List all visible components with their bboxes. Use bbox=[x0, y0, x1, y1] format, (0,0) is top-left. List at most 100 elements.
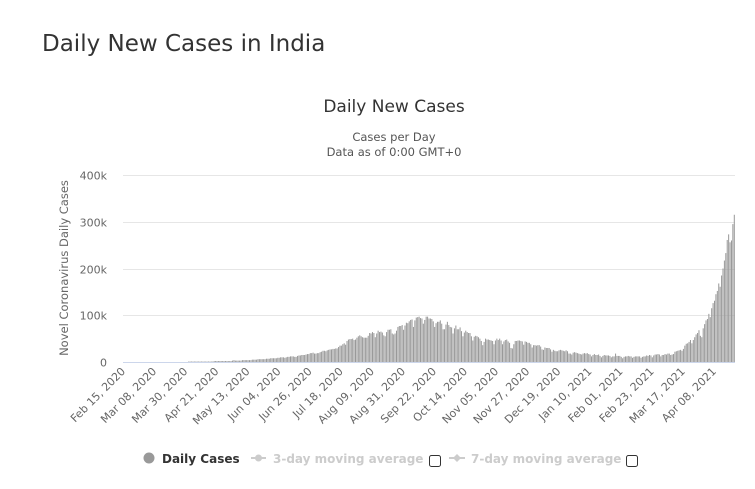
bar-daily-cases[interactable] bbox=[557, 351, 559, 362]
bar-daily-cases[interactable] bbox=[530, 344, 532, 363]
bar-daily-cases[interactable] bbox=[353, 340, 355, 362]
bar-daily-cases[interactable] bbox=[339, 345, 341, 362]
bar-daily-cases[interactable] bbox=[605, 355, 607, 362]
bar-daily-cases[interactable] bbox=[256, 359, 258, 362]
bar-daily-cases[interactable] bbox=[725, 253, 727, 362]
bar-daily-cases[interactable] bbox=[428, 318, 430, 362]
bar-daily-cases[interactable] bbox=[321, 351, 323, 362]
bar-daily-cases[interactable] bbox=[329, 349, 331, 362]
bar-daily-cases[interactable] bbox=[439, 320, 441, 362]
bar-daily-cases[interactable] bbox=[432, 321, 434, 362]
bar-daily-cases[interactable] bbox=[517, 340, 519, 363]
bar-daily-cases[interactable] bbox=[646, 355, 648, 362]
bar-daily-cases[interactable] bbox=[229, 361, 231, 362]
bar-daily-cases[interactable] bbox=[343, 343, 345, 362]
bar-daily-cases[interactable] bbox=[721, 275, 723, 362]
bar-daily-cases[interactable] bbox=[326, 350, 328, 362]
bar-daily-cases[interactable] bbox=[482, 345, 484, 362]
bar-daily-cases[interactable] bbox=[582, 353, 584, 362]
bar-daily-cases[interactable] bbox=[581, 354, 583, 362]
bar-daily-cases[interactable] bbox=[306, 354, 308, 362]
bar-daily-cases[interactable] bbox=[240, 360, 242, 362]
bar-daily-cases[interactable] bbox=[453, 328, 455, 362]
bar-daily-cases[interactable] bbox=[576, 353, 578, 362]
bar-daily-cases[interactable] bbox=[468, 333, 470, 362]
bar-daily-cases[interactable] bbox=[477, 337, 479, 362]
bar-daily-cases[interactable] bbox=[540, 346, 542, 362]
bar-daily-cases[interactable] bbox=[673, 354, 675, 362]
bar-daily-cases[interactable] bbox=[222, 361, 224, 362]
bar-daily-cases[interactable] bbox=[609, 355, 611, 362]
bar-daily-cases[interactable] bbox=[715, 294, 717, 362]
bar-daily-cases[interactable] bbox=[254, 359, 256, 362]
bar-daily-cases[interactable] bbox=[637, 356, 639, 362]
bar-daily-cases[interactable] bbox=[424, 319, 426, 363]
bar-daily-cases[interactable] bbox=[265, 358, 267, 362]
bar-daily-cases[interactable] bbox=[596, 354, 598, 362]
bar-daily-cases[interactable] bbox=[273, 358, 275, 362]
bar-daily-cases[interactable] bbox=[318, 353, 320, 362]
bar-daily-cases[interactable] bbox=[407, 323, 409, 362]
bar-daily-cases[interactable] bbox=[562, 350, 564, 362]
bar-daily-cases[interactable] bbox=[627, 355, 629, 362]
bar-daily-cases[interactable] bbox=[643, 356, 645, 362]
bar-daily-cases[interactable] bbox=[554, 350, 556, 362]
bar-daily-cases[interactable] bbox=[524, 341, 526, 362]
bar-daily-cases[interactable] bbox=[599, 355, 601, 362]
bar-daily-cases[interactable] bbox=[533, 345, 535, 362]
bar-daily-cases[interactable] bbox=[547, 347, 549, 363]
bar-daily-cases[interactable] bbox=[650, 355, 652, 362]
bar-daily-cases[interactable] bbox=[414, 320, 416, 362]
bar-daily-cases[interactable] bbox=[617, 355, 619, 362]
bar-daily-cases[interactable] bbox=[615, 353, 617, 362]
bar-daily-cases[interactable] bbox=[633, 356, 635, 362]
bar-daily-cases[interactable] bbox=[620, 356, 622, 362]
bar-daily-cases[interactable] bbox=[301, 354, 303, 362]
bar-daily-cases[interactable] bbox=[370, 333, 372, 362]
bar-daily-cases[interactable] bbox=[630, 356, 632, 362]
bar-daily-cases[interactable] bbox=[466, 332, 468, 362]
bar-daily-cases[interactable] bbox=[640, 357, 642, 362]
bar-daily-cases[interactable] bbox=[730, 240, 732, 362]
bar-daily-cases[interactable] bbox=[518, 340, 520, 363]
bar-daily-cases[interactable] bbox=[664, 354, 666, 362]
bar-daily-cases[interactable] bbox=[442, 329, 444, 362]
bar-daily-cases[interactable] bbox=[578, 353, 580, 362]
bar-daily-cases[interactable] bbox=[291, 356, 293, 362]
bar-daily-cases[interactable] bbox=[607, 355, 610, 362]
bar-daily-cases[interactable] bbox=[509, 342, 511, 362]
bar-daily-cases[interactable] bbox=[257, 359, 259, 362]
bar-daily-cases[interactable] bbox=[277, 357, 279, 362]
bar-daily-cases[interactable] bbox=[232, 360, 234, 362]
bar-daily-cases[interactable] bbox=[315, 353, 317, 362]
bar-daily-cases[interactable] bbox=[224, 361, 226, 362]
bar-daily-cases[interactable] bbox=[658, 354, 660, 362]
bar-daily-cases[interactable] bbox=[657, 354, 659, 362]
bar-daily-cases[interactable] bbox=[500, 340, 502, 363]
bar-daily-cases[interactable] bbox=[308, 354, 310, 362]
bar-daily-cases[interactable] bbox=[445, 324, 447, 362]
bar-daily-cases[interactable] bbox=[323, 350, 325, 362]
bar-daily-cases[interactable] bbox=[651, 357, 653, 362]
bar-daily-cases[interactable] bbox=[531, 347, 533, 362]
bar-daily-cases[interactable] bbox=[270, 358, 272, 362]
bar-daily-cases[interactable] bbox=[579, 354, 581, 362]
bar-daily-cases[interactable] bbox=[364, 337, 366, 362]
bar-daily-cases[interactable] bbox=[470, 336, 472, 362]
legend-item-7-day-average[interactable]: 7-day moving average bbox=[449, 452, 621, 466]
bar-daily-cases[interactable] bbox=[561, 350, 563, 362]
bar-daily-cases[interactable] bbox=[340, 345, 342, 362]
bar-daily-cases[interactable] bbox=[332, 348, 334, 362]
bar-daily-cases[interactable] bbox=[398, 326, 400, 362]
bar-daily-cases[interactable] bbox=[564, 351, 566, 362]
bar-daily-cases[interactable] bbox=[548, 347, 550, 363]
bar-daily-cases[interactable] bbox=[612, 356, 614, 362]
bar-daily-cases[interactable] bbox=[355, 339, 357, 362]
bar-daily-cases[interactable] bbox=[585, 353, 587, 362]
bar-daily-cases[interactable] bbox=[243, 360, 245, 362]
bar-daily-cases[interactable] bbox=[593, 354, 595, 362]
bar-daily-cases[interactable] bbox=[523, 344, 525, 362]
bar-daily-cases[interactable] bbox=[565, 350, 567, 362]
bar-daily-cases[interactable] bbox=[253, 359, 255, 362]
bar-daily-cases[interactable] bbox=[712, 303, 714, 363]
